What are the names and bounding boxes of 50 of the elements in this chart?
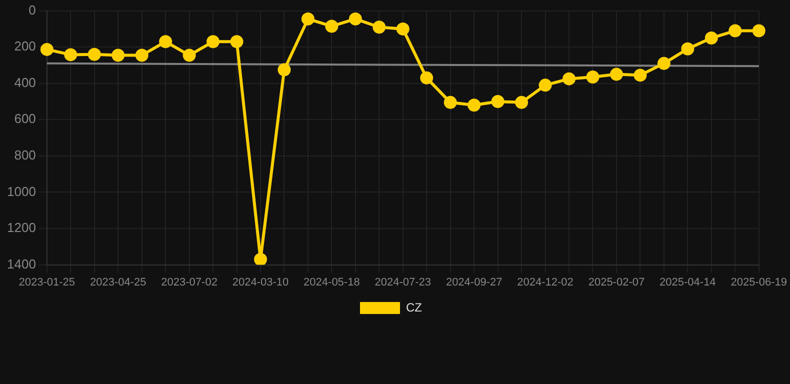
point [468,98,481,112]
y-tick-label: 600 [14,111,36,126]
y-tick-label: 1200 [7,220,36,236]
point [444,96,457,109]
x-tick-label: 2024-03-10 [232,276,289,288]
point [586,70,600,84]
point [230,35,244,48]
y-tick-label: 200 [14,38,36,54]
point [657,56,670,70]
point [704,32,718,45]
point [396,22,410,36]
point [681,42,694,56]
point [562,72,576,86]
x-tick-label: 2023-01-25 [18,276,76,288]
x-tick-label: 2024-05-18 [304,276,360,288]
point [515,96,528,109]
y-tick-label: 0 [28,2,36,18]
x-tick-label: 2023-07-02 [161,276,218,288]
x-tick-label: 2024-12-02 [517,276,574,288]
point [159,35,172,48]
x-tick-label: 2025-04-14 [660,276,716,288]
y-tick-label: 1000 [7,184,36,199]
point [325,20,338,33]
point [610,68,623,81]
x-tick-label: 2024-09-27 [446,276,502,288]
y-tick-label: 800 [14,148,36,163]
x-tick-label: 2025-02-07 [588,276,645,288]
point [752,24,766,38]
x-tick-label: 2023-04-25 [90,276,146,288]
point [372,20,386,34]
x-tick-label: 2024-07-23 [374,276,432,288]
point [301,12,314,26]
x-tick-label: 2025-06-19 [730,276,788,288]
point [206,35,220,48]
y-tick-label: 1400 [7,256,36,272]
point [491,95,504,108]
point [182,48,196,62]
point [278,63,291,76]
point [728,24,742,38]
point [88,48,101,61]
point [112,48,125,62]
point [135,48,148,62]
point [254,252,268,265]
legend-label: CZ [406,300,422,314]
point [538,78,552,92]
point [420,71,434,84]
y-tick-label: 400 [14,74,36,90]
point [348,12,362,26]
point [64,48,78,62]
point [634,68,647,82]
